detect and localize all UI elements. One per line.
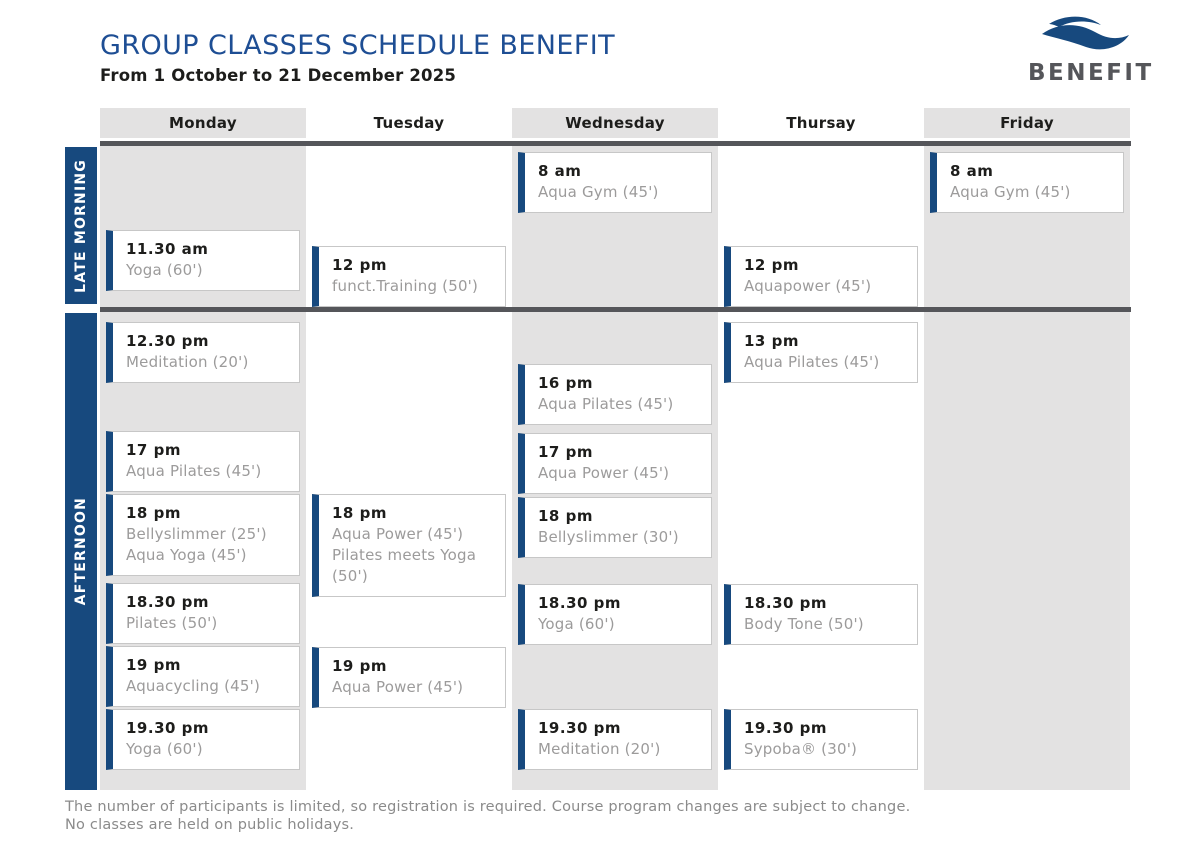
class-name: Aqua Gym (45') bbox=[538, 183, 659, 201]
class-card: 12.30 pm Meditation (20') bbox=[106, 322, 300, 383]
day-header-thursay: Thursay bbox=[786, 114, 856, 132]
class-card: 18 pm Aqua Power (45') Pilates meets Yoga … bbox=[312, 494, 506, 597]
class-name: Yoga (60') bbox=[538, 615, 615, 633]
class-card: 17 pm Aqua Pilates (45') bbox=[106, 431, 300, 492]
class-card: 18.30 pm Pilates (50') bbox=[106, 583, 300, 644]
class-card: 18.30 pm Yoga (60') bbox=[518, 584, 712, 645]
class-time: 12 pm bbox=[744, 256, 799, 274]
section-band-afternoon: AFTERNOON bbox=[65, 313, 97, 790]
day-header-friday: Friday bbox=[1000, 114, 1054, 132]
day-header-monday: Monday bbox=[169, 114, 237, 132]
day-header-wednesday: Wednesday bbox=[565, 114, 665, 132]
class-card: 19 pm Aqua Power (45') bbox=[312, 647, 506, 708]
column-shading-header bbox=[512, 108, 718, 138]
class-time: 18.30 pm bbox=[744, 594, 828, 612]
class-card: 16 pm Aqua Pilates (45') bbox=[518, 364, 712, 425]
class-card: 13 pm Aqua Pilates (45') bbox=[724, 322, 918, 383]
class-name: Pilates meets Yoga (50') bbox=[332, 546, 477, 585]
class-time: 12 pm bbox=[332, 256, 387, 274]
class-time: 19.30 pm bbox=[538, 719, 622, 737]
class-card: 12 pm funct.Training (50') bbox=[312, 246, 506, 307]
class-card: 19.30 pm Sypoba® (30') bbox=[724, 709, 918, 770]
class-name: Aquacycling (45') bbox=[126, 677, 261, 695]
class-time: 17 pm bbox=[538, 443, 593, 461]
class-name: Sypoba® (30') bbox=[744, 740, 858, 758]
class-time: 18 pm bbox=[126, 504, 181, 522]
class-name: Yoga (60') bbox=[126, 261, 203, 279]
class-name: Body Tone (50') bbox=[744, 615, 864, 633]
day-header-tuesday: Tuesday bbox=[373, 114, 445, 132]
class-time: 8 am bbox=[538, 162, 582, 180]
class-name: Aqua Power (45') bbox=[538, 464, 670, 482]
footer-note: The number of participants is limited, s… bbox=[65, 799, 910, 834]
page-subtitle: From 1 October to 21 December 2025 bbox=[100, 66, 457, 85]
benefit-logo: BENEFIT bbox=[1028, 12, 1154, 86]
class-card: 11.30 am Yoga (60') bbox=[106, 230, 300, 291]
class-name: funct.Training (50') bbox=[332, 277, 479, 295]
section-label: AFTERNOON bbox=[73, 497, 89, 606]
class-name: Aqua Power (45') bbox=[332, 678, 464, 696]
schedule-grid: LATE MORNING AFTERNOON Monday Tuesday Wedn… bbox=[65, 108, 1132, 790]
class-card: 19 pm Aquacycling (45') bbox=[106, 646, 300, 707]
class-card: 19.30 pm Meditation (20') bbox=[518, 709, 712, 770]
section-label: LATE MORNING bbox=[73, 158, 89, 293]
class-time: 19.30 pm bbox=[126, 719, 210, 737]
class-time: 8 am bbox=[950, 162, 994, 180]
class-time: 11.30 am bbox=[126, 240, 209, 258]
logo-wordmark: BENEFIT bbox=[1028, 60, 1154, 86]
footer-line-1: The number of participants is limited, s… bbox=[65, 799, 911, 815]
class-name: Aqua Pilates (45') bbox=[126, 462, 262, 480]
class-name: Aqua Power (45') bbox=[332, 525, 464, 543]
class-time: 17 pm bbox=[126, 441, 181, 459]
class-name: Aqua Pilates (45') bbox=[538, 395, 674, 413]
class-card: 8 am Aqua Gym (45') bbox=[518, 152, 712, 213]
class-time: 18.30 pm bbox=[126, 593, 210, 611]
class-time: 18.30 pm bbox=[538, 594, 622, 612]
class-name: Yoga (60') bbox=[126, 740, 203, 758]
class-card: 18 pm Bellyslimmer (25') Aqua Yoga (45') bbox=[106, 494, 300, 576]
class-card: 18 pm Bellyslimmer (30') bbox=[518, 497, 712, 558]
class-time: 19 pm bbox=[126, 656, 181, 674]
class-name: Bellyslimmer (30') bbox=[538, 528, 679, 546]
class-time: 18 pm bbox=[332, 504, 387, 522]
class-name: Aqua Pilates (45') bbox=[744, 353, 880, 371]
column-shading-header bbox=[924, 108, 1130, 138]
class-card: 18.30 pm Body Tone (50') bbox=[724, 584, 918, 645]
class-name: Pilates (50') bbox=[126, 614, 218, 632]
column-shading-header bbox=[100, 108, 306, 138]
class-time: 13 pm bbox=[744, 332, 799, 350]
class-time: 19 pm bbox=[332, 657, 387, 675]
page-title: GROUP CLASSES SCHEDULE BENEFIT bbox=[100, 30, 616, 61]
class-name: Aqua Gym (45') bbox=[950, 183, 1071, 201]
class-name: Meditation (20') bbox=[538, 740, 661, 758]
class-name: Bellyslimmer (25') bbox=[126, 525, 267, 543]
class-name: Aqua Yoga (45') bbox=[126, 546, 247, 564]
class-time: 12.30 pm bbox=[126, 332, 210, 350]
class-card: 19.30 pm Yoga (60') bbox=[106, 709, 300, 770]
section-divider bbox=[100, 307, 1131, 312]
class-name: Aquapower (45') bbox=[744, 277, 872, 295]
class-card: 12 pm Aquapower (45') bbox=[724, 246, 918, 307]
class-time: 16 pm bbox=[538, 374, 593, 392]
class-card: 8 am Aqua Gym (45') bbox=[930, 152, 1124, 213]
class-card: 17 pm Aqua Power (45') bbox=[518, 433, 712, 494]
section-band-late-morning: LATE MORNING bbox=[65, 147, 97, 304]
class-name: Meditation (20') bbox=[126, 353, 249, 371]
footer-line-2: No classes are held on public holidays. bbox=[65, 816, 355, 833]
header-divider bbox=[100, 141, 1131, 146]
class-time: 18 pm bbox=[538, 507, 593, 525]
wave-swoosh-icon bbox=[1033, 12, 1133, 60]
column-shading-body bbox=[924, 146, 1130, 790]
class-time: 19.30 pm bbox=[744, 719, 828, 737]
